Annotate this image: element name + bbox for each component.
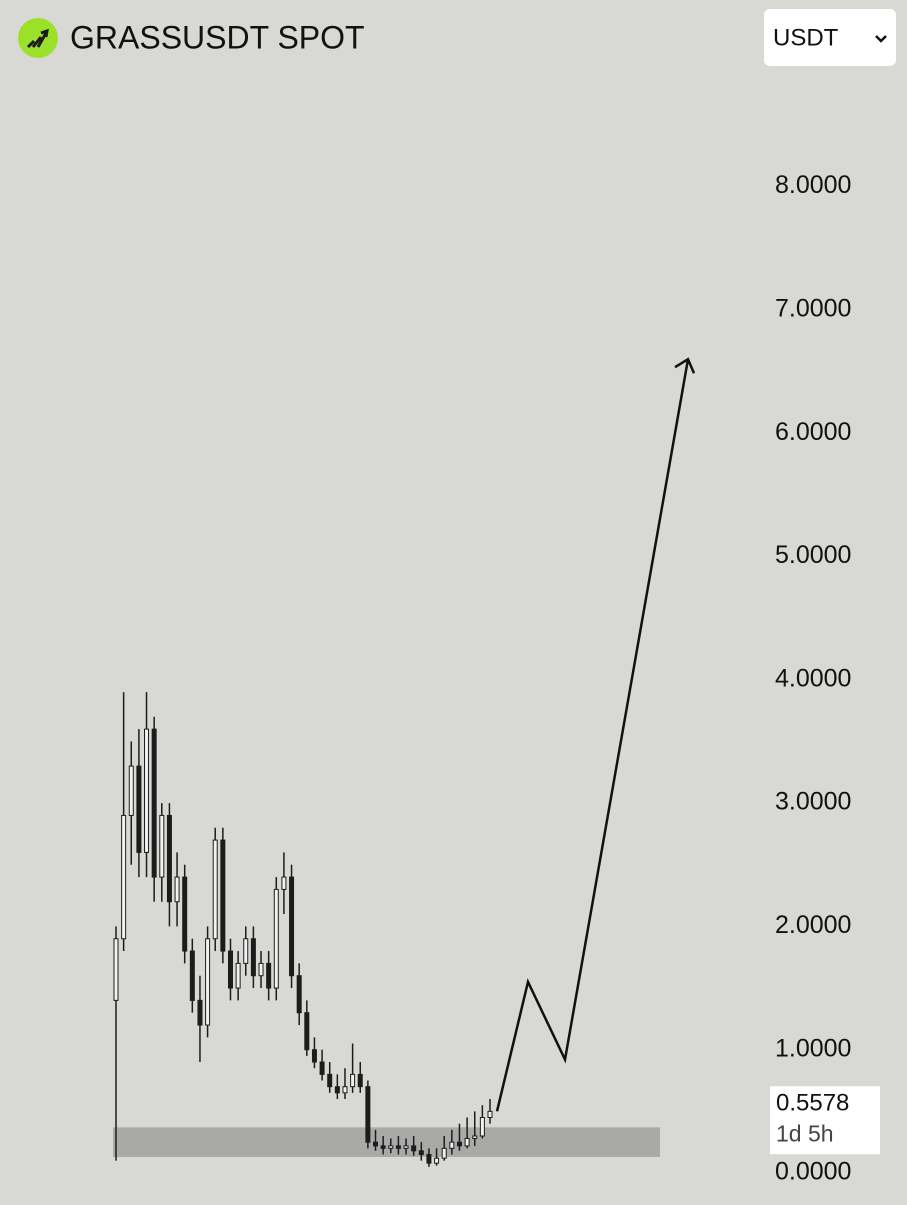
candle-body [411,1145,417,1152]
price-box [770,1086,880,1155]
candle-body [311,1049,317,1063]
candle-body [174,876,180,903]
candle-body [182,876,188,952]
candle-body [472,1135,478,1139]
y-tick-label: 0.0000 [775,1158,851,1186]
support-zone [113,1127,660,1157]
candle-body [227,950,233,989]
candle-body [144,728,150,853]
candle-body [373,1141,379,1147]
candle-body [487,1110,493,1119]
logo-icon [26,28,49,49]
candle-body [350,1073,356,1088]
candle-body [304,1012,310,1051]
candle-body [380,1145,386,1149]
y-tick-label: 2.0000 [775,911,851,939]
candle-body [151,728,157,878]
candle-body [128,765,134,816]
candle-body [449,1141,455,1149]
y-tick-label: 3.0000 [775,788,851,816]
logo [18,18,58,58]
candle-body [189,950,195,1001]
candle-body [327,1073,333,1088]
projection-arrow [495,359,690,1112]
y-tick-label: 1.0000 [775,1034,851,1062]
candle-body [205,938,211,1026]
candle-body [220,839,226,952]
last-price: 0.5578 [776,1090,849,1117]
candle-body [136,765,142,853]
y-tick-label: 6.0000 [775,418,851,446]
candle-body [334,1086,340,1094]
candle-body [166,814,172,903]
candle-body [357,1073,363,1088]
candle-body [121,814,127,940]
y-tick-label: 8.0000 [775,171,851,199]
y-tick-label: 5.0000 [775,541,851,569]
title: GRASSUSDT SPOT [70,19,365,55]
candle-body [441,1147,447,1159]
candle-body [250,938,256,977]
arrowhead [674,357,696,374]
y-tick-label: 4.0000 [775,664,851,692]
candle-body [434,1157,440,1164]
candle-body [464,1137,470,1147]
candle-body [365,1086,371,1143]
currency-label[interactable]: USDT [773,24,839,51]
candle-body [395,1145,401,1149]
candle-body [281,876,287,890]
candle-body [342,1086,348,1094]
candle-body [159,814,165,878]
candle-body [479,1117,485,1137]
candle-body [319,1061,325,1075]
y-tick-label: 7.0000 [775,295,851,323]
candle-body [289,876,295,977]
candle-body [235,962,241,989]
candle-body [266,962,272,989]
candle-body [403,1145,409,1149]
candle-body [113,938,119,1001]
candle-body [243,938,249,964]
candle-body [388,1145,394,1149]
candle-body [273,888,279,989]
currency-select[interactable] [764,9,896,66]
dropdown-arrow[interactable] [875,35,887,43]
countdown: 1d 5h [776,1120,834,1146]
candle-body [212,839,218,940]
candle-body [456,1141,462,1147]
candle-body [258,962,264,977]
candle-body [197,999,203,1026]
candle-body [296,975,302,1014]
candle-body [426,1154,432,1164]
candle-body [418,1150,424,1156]
